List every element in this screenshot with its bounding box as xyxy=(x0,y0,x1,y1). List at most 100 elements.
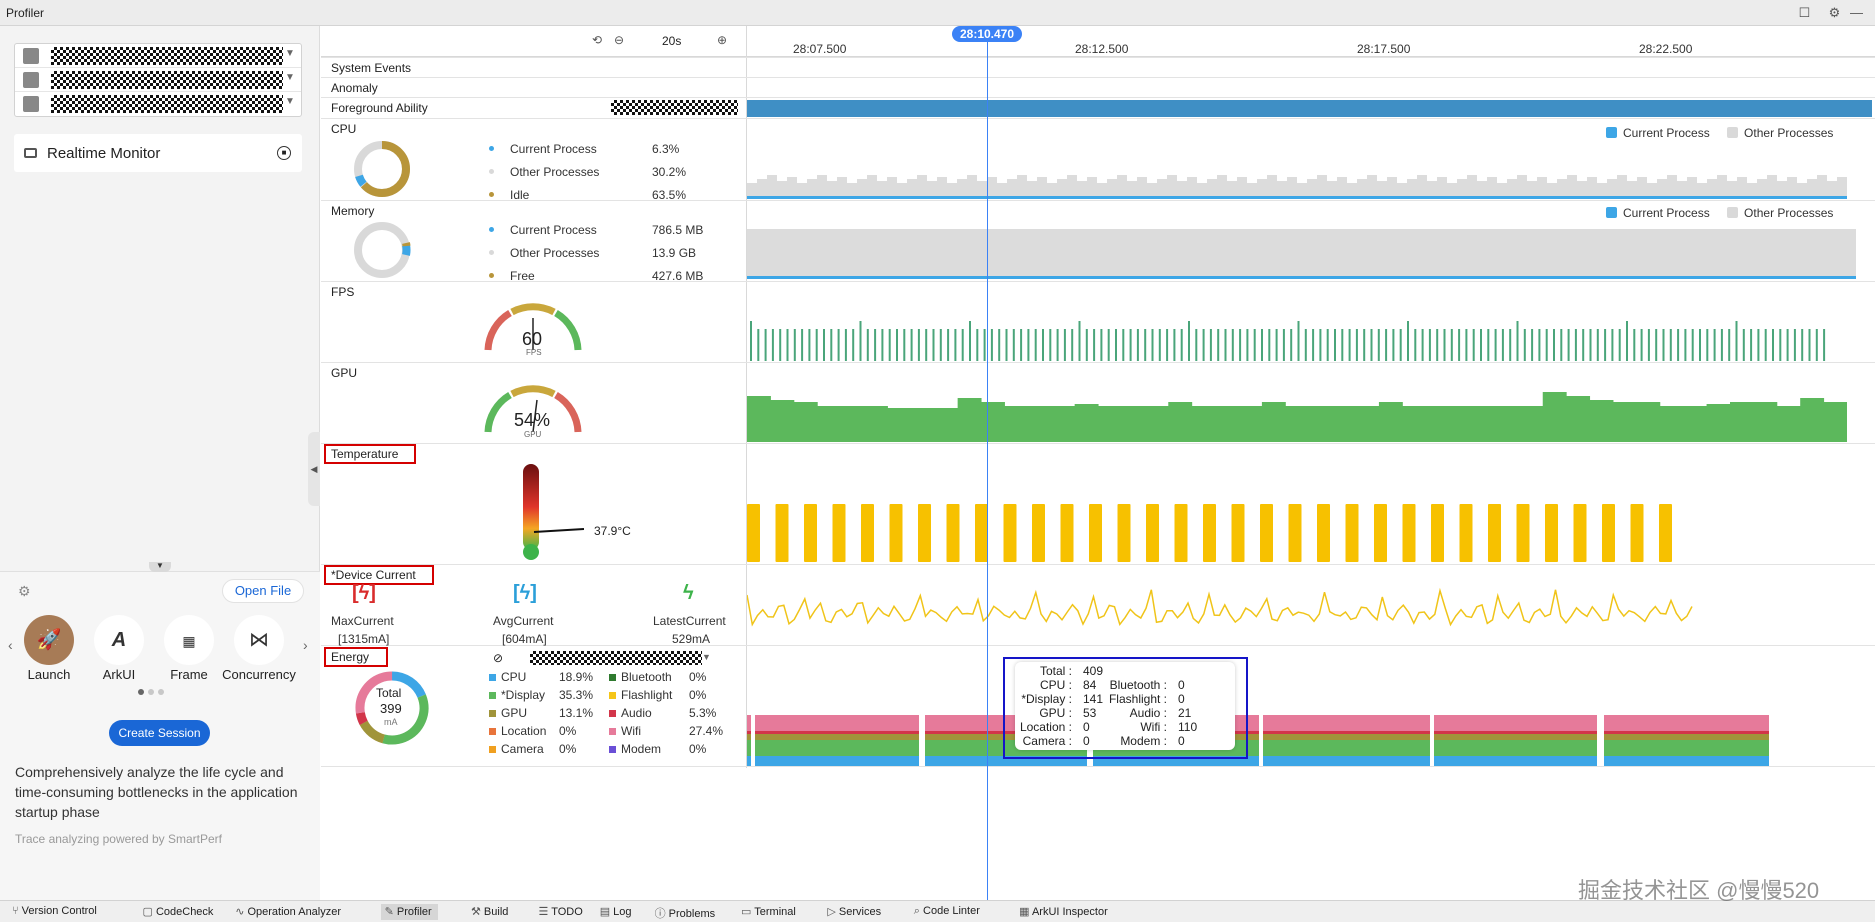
fps-bar xyxy=(1290,329,1293,361)
arkui-icon: A xyxy=(111,629,127,651)
collapse-panel-icon[interactable]: ▼ xyxy=(149,562,171,572)
bottom-tab[interactable]: ⓘ Problems xyxy=(651,904,722,922)
cpu-bar xyxy=(747,183,757,197)
fps-bar xyxy=(1085,329,1088,361)
bottom-tab[interactable]: ▢ CodeCheck xyxy=(139,904,220,920)
latest-current-value: 529mA xyxy=(672,632,711,646)
bottom-tab[interactable]: ∿ Operation Analyzer xyxy=(231,904,347,920)
bottom-tab[interactable]: ▭ Terminal xyxy=(737,904,802,920)
fps-bar xyxy=(1428,329,1431,361)
frame-tool-button[interactable]: ▦ xyxy=(164,615,214,665)
fps-bar xyxy=(1144,329,1147,361)
launch-tool-button[interactable]: 🚀 xyxy=(24,615,74,665)
temperature-bar xyxy=(804,504,817,562)
tooltip-row: *Display : 141 Flashlight : 0 xyxy=(1015,692,1235,706)
create-session-button[interactable]: Create Session xyxy=(109,720,210,746)
energy-stack-segment xyxy=(925,756,1087,766)
energy-item-swatch xyxy=(489,674,496,681)
temperature-bar xyxy=(1231,504,1245,562)
fps-bar xyxy=(764,329,767,361)
legend-other-processes: Other Processes xyxy=(1744,206,1834,220)
energy-item-name: Bluetooth xyxy=(621,670,672,684)
stop-icon[interactable]: ■ xyxy=(277,146,291,160)
reset-zoom-icon[interactable]: ⟲ xyxy=(592,33,603,47)
energy-stack-segment xyxy=(1604,740,1769,756)
bottom-tab[interactable]: ⌕ Code Linter xyxy=(910,904,986,920)
energy-item-value: 0% xyxy=(689,670,707,684)
fps-bar xyxy=(1516,321,1519,361)
temperature-bar xyxy=(946,504,960,562)
device-selector[interactable]: ▼ ▼ ▼ xyxy=(14,43,302,117)
settings-icon[interactable]: ⚙ xyxy=(18,583,31,599)
cpu-bar xyxy=(1227,181,1237,197)
tooltip-cell: 110 xyxy=(1178,720,1198,734)
gpu-bar xyxy=(1051,406,1076,442)
fps-bar xyxy=(1611,329,1614,361)
gpu-bar xyxy=(1659,406,1684,442)
fps-bar xyxy=(1793,329,1796,361)
time-cursor-line[interactable] xyxy=(987,42,988,900)
chevron-down-icon[interactable]: ▼ xyxy=(285,96,295,107)
tooltip-cell: Wifi : xyxy=(1140,720,1167,734)
temperature-bar xyxy=(1488,504,1501,562)
gpu-bar xyxy=(864,406,888,442)
arkui-tool-button[interactable]: A xyxy=(94,615,144,665)
cpu-bar xyxy=(887,177,897,197)
bottom-tab[interactable]: ▷ Services xyxy=(823,904,887,920)
energy-stack-segment xyxy=(755,731,919,734)
bottom-tab[interactable]: ✎ Profiler xyxy=(380,904,438,920)
tab-label: Code Linter xyxy=(923,905,980,917)
cpu-bar xyxy=(1117,175,1127,197)
fps-bar xyxy=(969,321,971,361)
bottom-tab[interactable]: ▦ ArkUI Inspector xyxy=(1015,904,1114,920)
device-dropdown[interactable]: ▼ xyxy=(15,44,301,68)
zoom-in-icon[interactable]: ⊕ xyxy=(717,33,728,47)
chevron-down-icon[interactable]: ▼ xyxy=(285,72,295,83)
zoom-out-icon[interactable]: ⊖ xyxy=(614,33,625,47)
gpu-bar xyxy=(1683,406,1708,442)
energy-item-value: 0% xyxy=(559,724,577,738)
chevron-down-icon[interactable]: ▼ xyxy=(285,48,295,59)
minimize-icon[interactable]: — xyxy=(1850,5,1863,20)
energy-item-value: 0% xyxy=(689,688,707,702)
bottom-tab[interactable]: ☰ TODO xyxy=(535,904,589,920)
latest-current-label: LatestCurrent xyxy=(653,614,726,628)
fps-bar xyxy=(1633,329,1636,361)
tab-icon: ⓘ xyxy=(654,908,669,920)
maximize-icon[interactable]: ☐ xyxy=(1798,5,1811,20)
fps-bar xyxy=(823,329,825,361)
cpu-bar xyxy=(1547,183,1557,197)
cpu-bar xyxy=(1407,179,1417,197)
realtime-monitor-item[interactable]: Realtime Monitor ■ xyxy=(14,134,302,172)
cpu-bar xyxy=(1277,181,1287,197)
gear-icon[interactable]: ⚙ xyxy=(1828,5,1841,20)
cpu-bar xyxy=(1047,183,1057,197)
carousel-dots[interactable] xyxy=(138,689,178,697)
fps-bar xyxy=(1341,329,1344,361)
tooltip-cell: 53 xyxy=(1083,706,1097,720)
fps-bar xyxy=(976,329,979,361)
bottom-tab[interactable]: ▤ Log xyxy=(596,904,638,920)
chevron-down-icon[interactable]: ▼ xyxy=(702,652,711,662)
tab-label: CodeCheck xyxy=(155,906,214,918)
bottom-tab[interactable]: ⑂ Version Control xyxy=(8,904,103,919)
gpu-bar xyxy=(1800,398,1825,442)
tab-icon: ⌕ xyxy=(913,905,924,917)
open-file-button[interactable]: Open File xyxy=(222,579,304,603)
fps-bar xyxy=(1647,329,1650,361)
energy-item: Location 0% xyxy=(489,722,593,740)
concurrency-tool-button[interactable]: ⋈ xyxy=(234,615,284,665)
fps-bar xyxy=(1282,329,1285,361)
bottom-tab[interactable]: ⚒ Build xyxy=(467,904,514,920)
chevron-right-icon[interactable]: › xyxy=(303,637,308,653)
process-dropdown[interactable]: ▼ xyxy=(15,92,301,116)
tab-label: Profiler xyxy=(396,906,432,918)
cpu-bar xyxy=(1447,183,1457,197)
tooltip-cell: 409 xyxy=(1083,664,1104,678)
cpu-bar xyxy=(1297,183,1307,197)
chevron-left-icon[interactable]: ‹ xyxy=(8,637,13,653)
cursor-time-label[interactable]: 28:10.470 xyxy=(952,26,1022,42)
frame-icon: ▦ xyxy=(182,633,196,649)
app-dropdown[interactable]: ▼ xyxy=(15,68,301,92)
collapse-sidebar-handle[interactable]: ◀ xyxy=(308,432,320,506)
